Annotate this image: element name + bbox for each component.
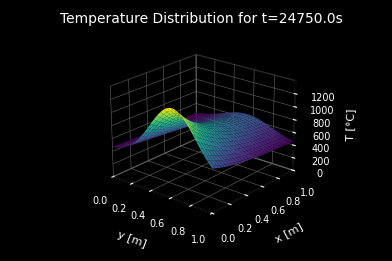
X-axis label: y [m]: y [m] [116, 229, 147, 249]
Title: Temperature Distribution for t=24750.0s: Temperature Distribution for t=24750.0s [60, 12, 342, 26]
Y-axis label: x [m]: x [m] [273, 222, 304, 245]
